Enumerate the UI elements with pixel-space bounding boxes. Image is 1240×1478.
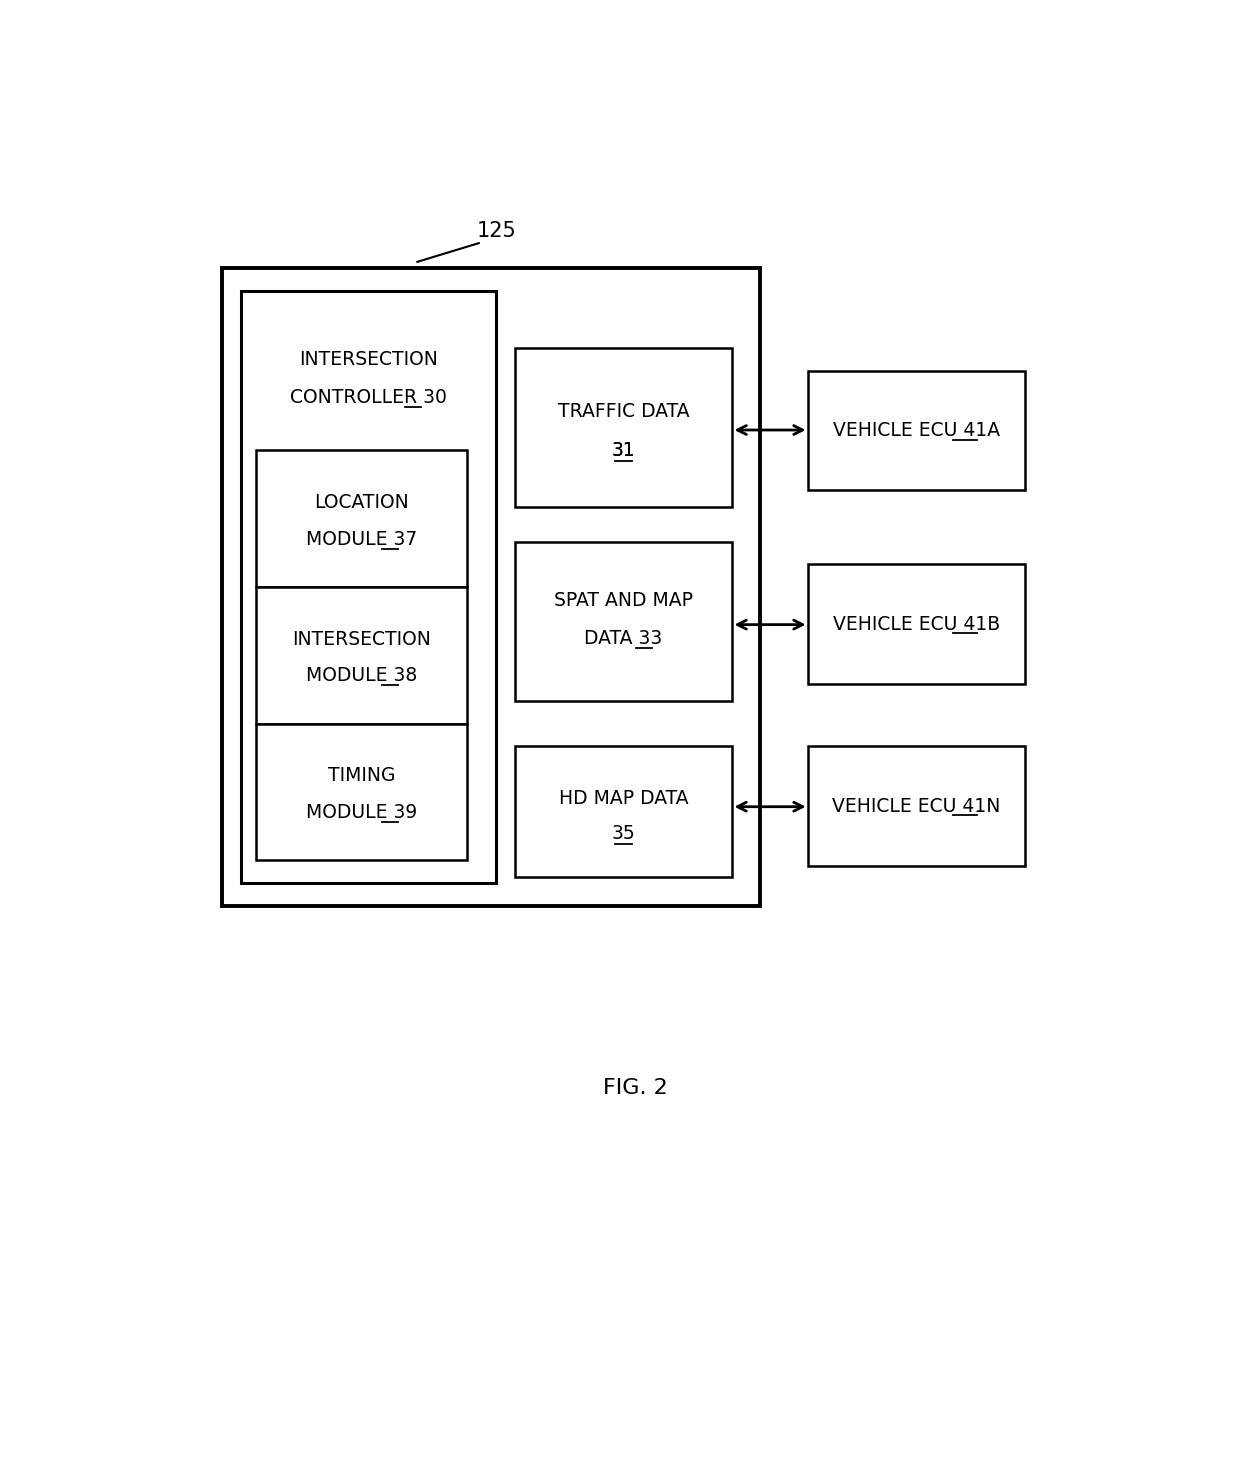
Text: 31: 31	[611, 440, 635, 460]
Bar	[255, 451, 467, 587]
Bar	[808, 565, 1024, 684]
Text: TRAFFIC DATA: TRAFFIC DATA	[558, 402, 689, 421]
Bar	[255, 587, 467, 724]
Text: TIMING: TIMING	[327, 767, 396, 785]
Text: VEHICLE ECU 41N: VEHICLE ECU 41N	[832, 797, 1001, 816]
Text: MODULE 37: MODULE 37	[306, 529, 417, 548]
Text: INTERSECTION: INTERSECTION	[299, 350, 438, 370]
Text: MODULE 39: MODULE 39	[306, 803, 417, 822]
Text: VEHICLE ECU 41B: VEHICLE ECU 41B	[833, 615, 1001, 634]
Text: VEHICLE ECU 41A: VEHICLE ECU 41A	[833, 421, 1001, 440]
Text: SPAT AND MAP: SPAT AND MAP	[554, 591, 693, 610]
Bar	[808, 371, 1024, 491]
Text: 35: 35	[611, 823, 635, 842]
Bar	[516, 541, 732, 701]
Text: FIG. 2: FIG. 2	[603, 1077, 668, 1098]
Text: LOCATION: LOCATION	[314, 494, 409, 513]
Bar	[255, 724, 467, 860]
Text: INTERSECTION: INTERSECTION	[293, 630, 432, 649]
Bar	[516, 746, 732, 878]
Text: DATA 33: DATA 33	[584, 628, 662, 647]
Text: CONTROLLER 30: CONTROLLER 30	[290, 387, 448, 406]
Bar	[516, 347, 732, 507]
Bar	[808, 746, 1024, 866]
Bar	[242, 291, 496, 882]
Bar	[222, 269, 760, 906]
Text: HD MAP DATA: HD MAP DATA	[559, 789, 688, 807]
Text: 31: 31	[611, 440, 635, 460]
Text: MODULE 38: MODULE 38	[306, 667, 417, 686]
Text: 125: 125	[476, 220, 516, 241]
